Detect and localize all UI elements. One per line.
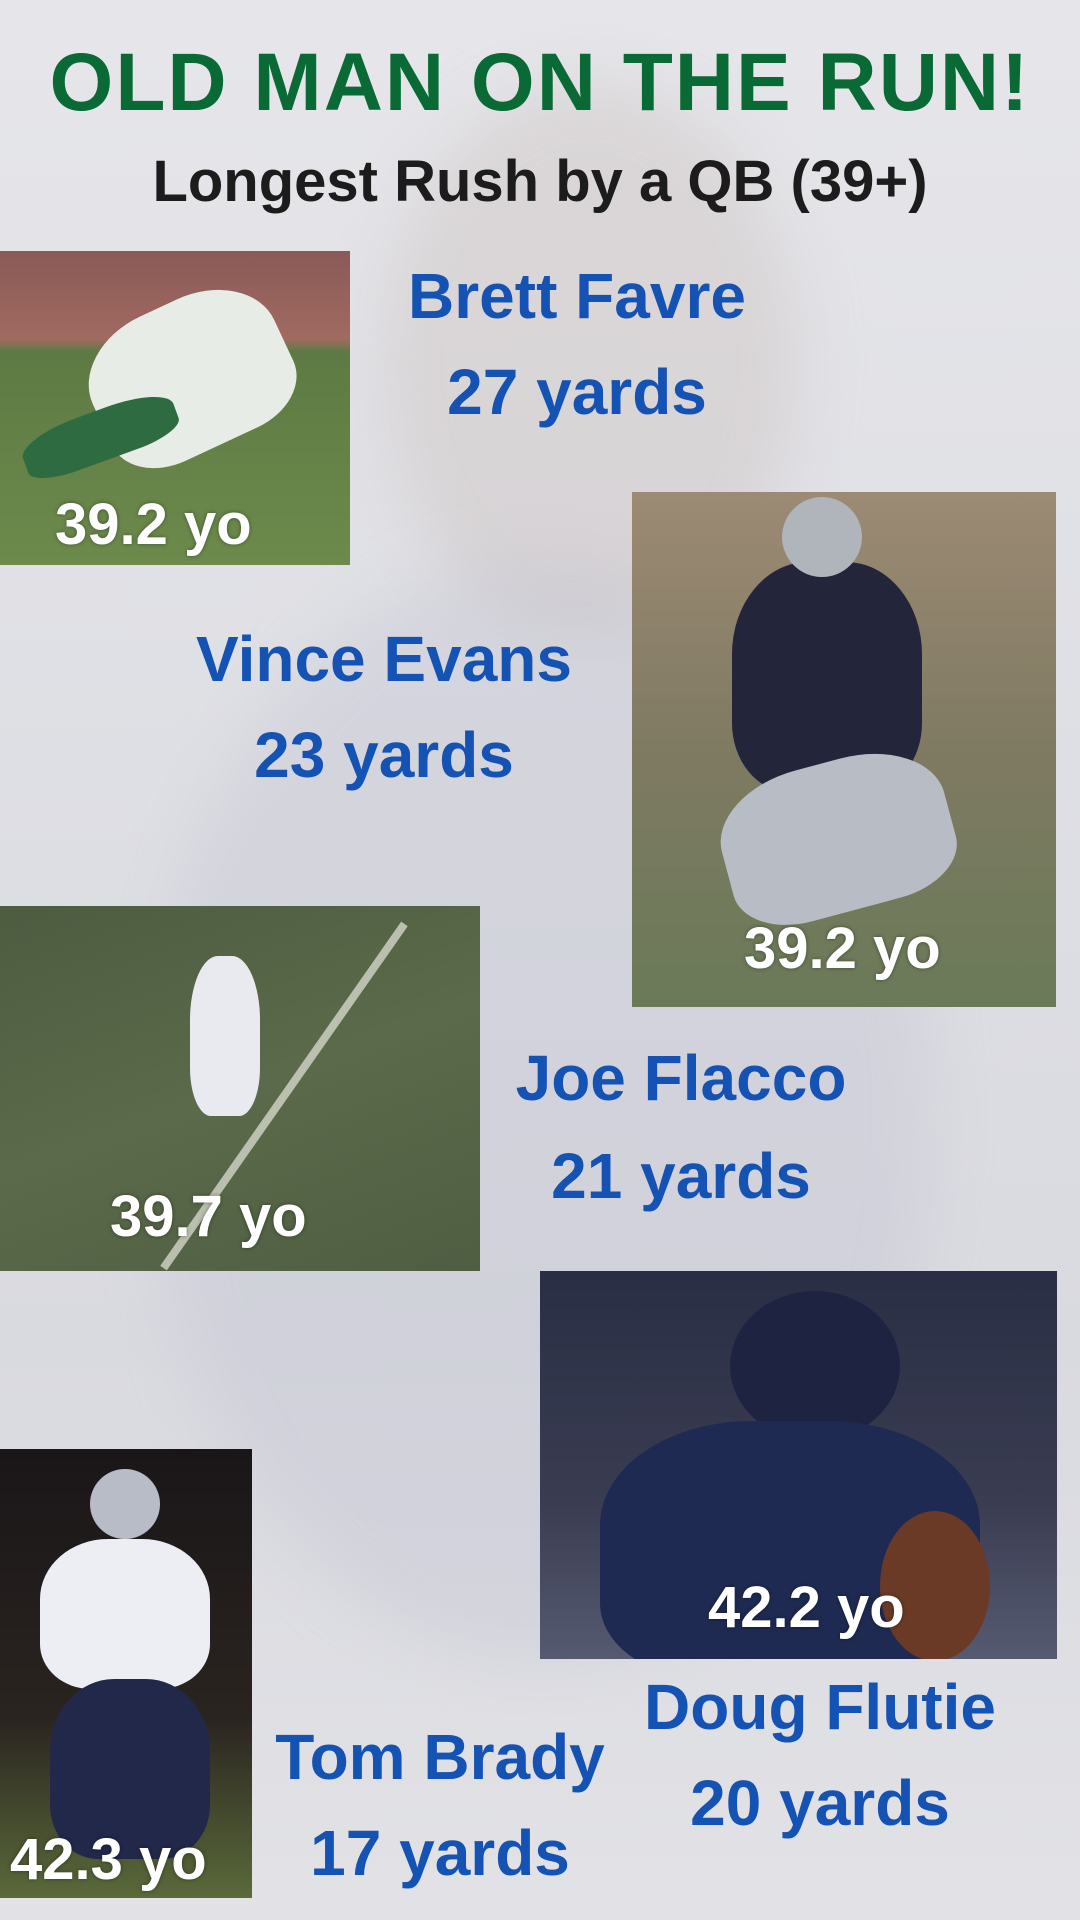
football bbox=[880, 1511, 990, 1659]
player-figure bbox=[50, 1679, 210, 1859]
helmet bbox=[90, 1469, 160, 1539]
photo-joe-flacco: 39.7 yo bbox=[0, 906, 480, 1271]
player-name: Tom Brady bbox=[275, 1721, 605, 1793]
player-name: Joe Flacco bbox=[515, 1042, 847, 1114]
player-yards: 17 yards bbox=[310, 1817, 570, 1889]
player-figure bbox=[190, 956, 260, 1116]
player-yards: 23 yards bbox=[254, 719, 514, 791]
player-name: Brett Favre bbox=[408, 260, 746, 332]
helmet bbox=[782, 497, 862, 577]
player-figure bbox=[732, 562, 922, 792]
photo-tom-brady: 42.3 yo bbox=[0, 1449, 252, 1898]
player-yards: 27 yards bbox=[447, 356, 707, 428]
age-label: 42.3 yo bbox=[10, 1827, 207, 1892]
age-label: 39.7 yo bbox=[110, 1184, 307, 1249]
player-name: Vince Evans bbox=[196, 623, 572, 695]
page-subtitle: Longest Rush by a QB (39+) bbox=[152, 149, 928, 214]
photo-vince-evans: 39.2 yo bbox=[632, 492, 1056, 1007]
age-label: 39.2 yo bbox=[55, 492, 252, 557]
age-label: 39.2 yo bbox=[744, 916, 941, 981]
photo-brett-favre: 39.2 yo bbox=[0, 251, 350, 565]
player-figure bbox=[40, 1539, 210, 1689]
helmet bbox=[730, 1291, 900, 1441]
age-label: 42.2 yo bbox=[708, 1575, 905, 1640]
page-title: OLD MAN ON THE RUN! bbox=[49, 37, 1031, 128]
player-name: Doug Flutie bbox=[644, 1671, 996, 1743]
player-yards: 20 yards bbox=[690, 1767, 950, 1839]
photo-doug-flutie: 42.2 yo bbox=[540, 1271, 1057, 1659]
player-yards: 21 yards bbox=[551, 1140, 811, 1212]
